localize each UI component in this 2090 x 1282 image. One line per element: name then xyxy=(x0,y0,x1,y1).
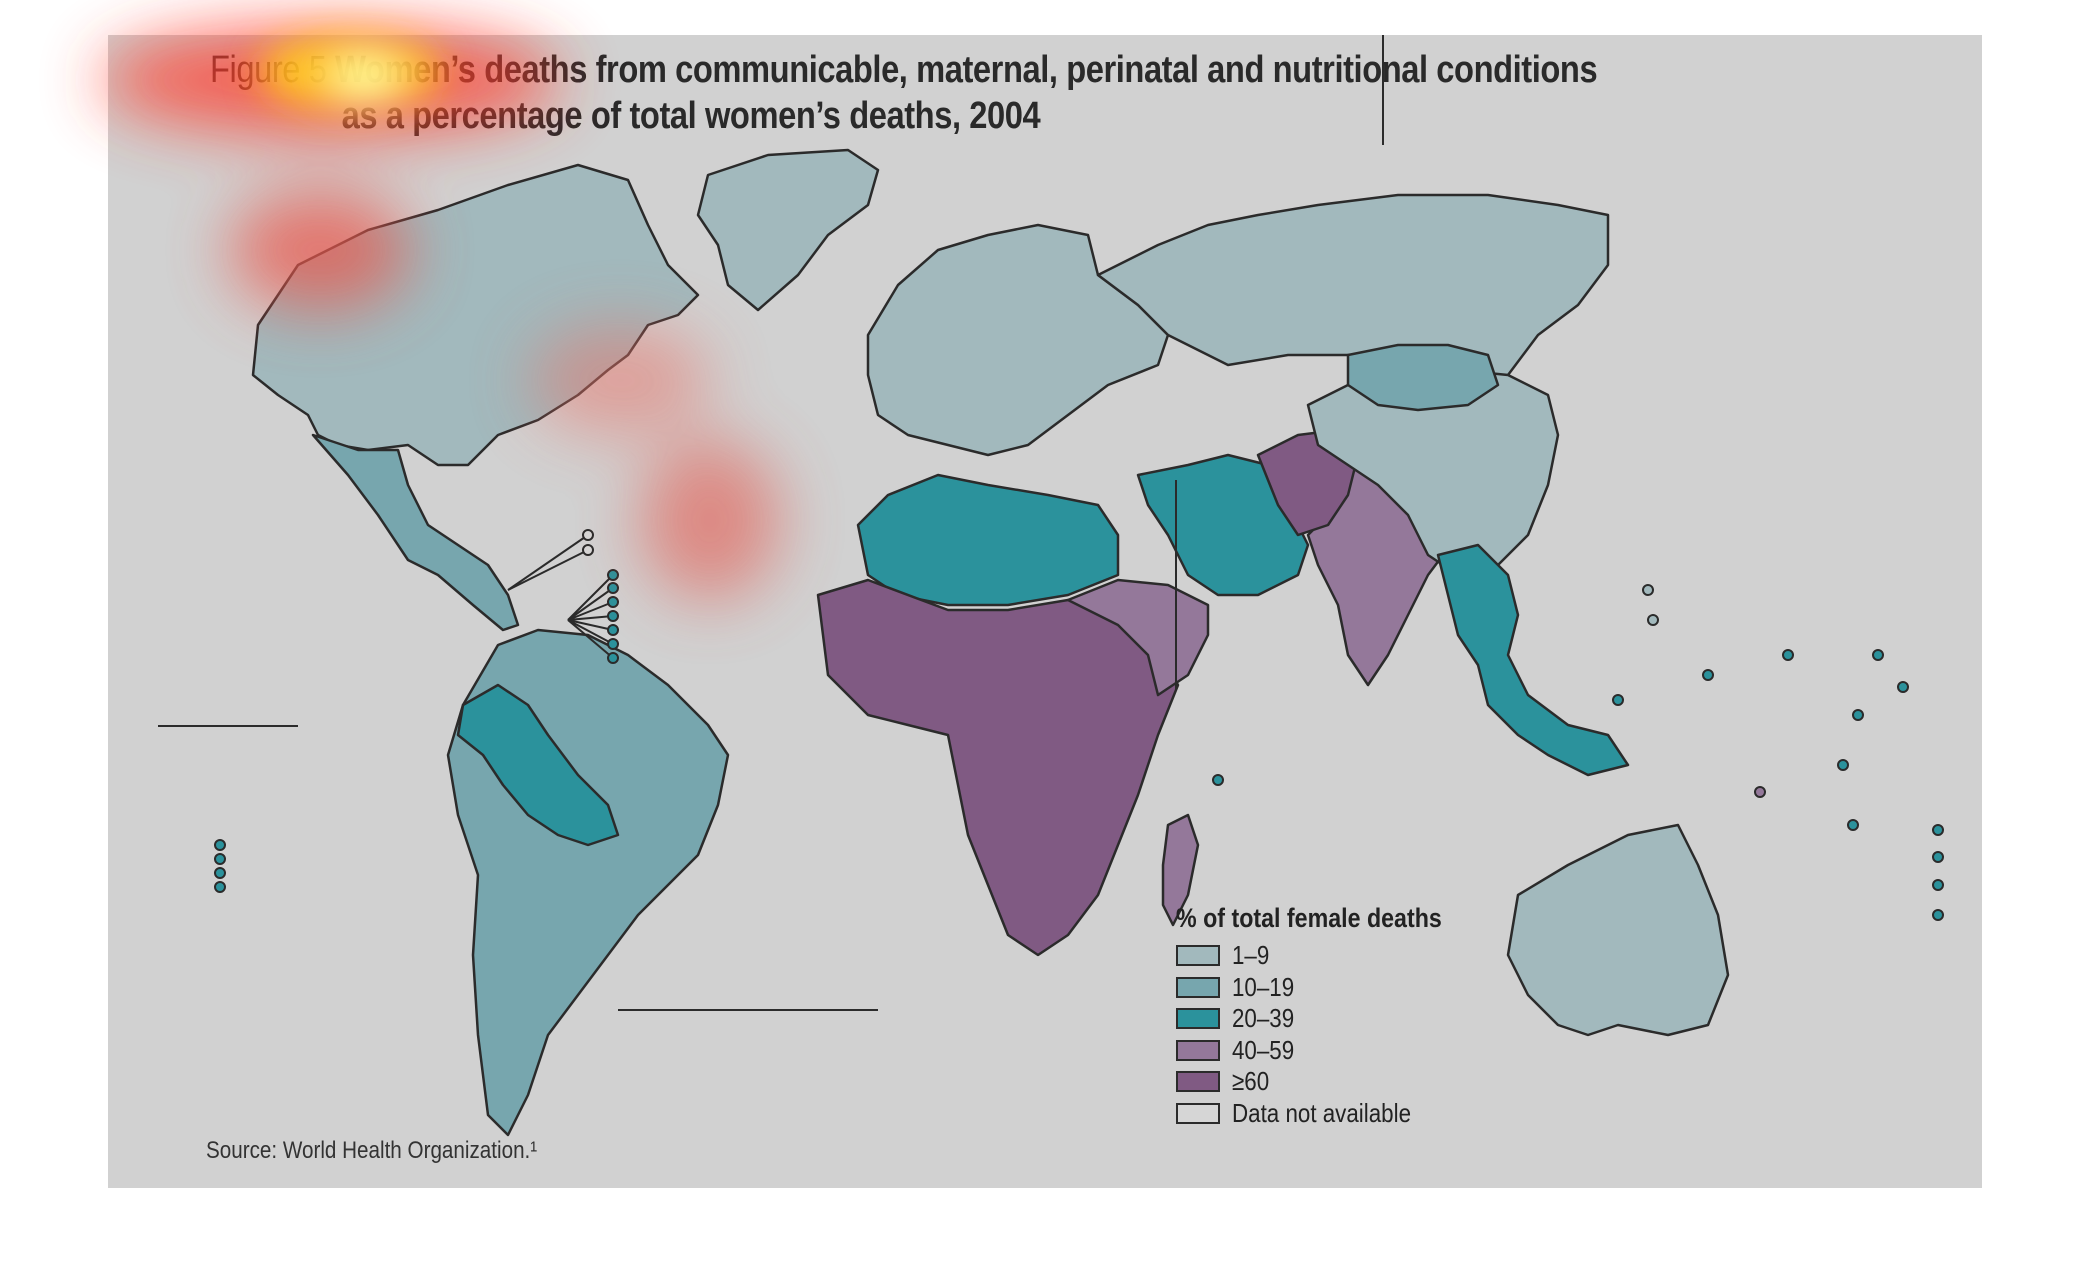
leader-line xyxy=(567,619,614,659)
island-marker xyxy=(1782,649,1794,661)
legend-label: 20–39 xyxy=(1232,1003,1295,1034)
region-australia-new-zealand xyxy=(1506,823,1730,1037)
legend-swatch xyxy=(1176,1039,1220,1061)
region-sub-saharan-africa xyxy=(816,578,1180,957)
title-line-1: Women’s deaths from communicable, matern… xyxy=(335,49,1598,91)
leader-line xyxy=(567,601,614,621)
region-greenland xyxy=(696,148,880,312)
figure-panel: Figure 5 Women’s deaths from communicabl… xyxy=(108,35,1982,1188)
island-marker xyxy=(607,638,619,650)
legend-item: 10–19 xyxy=(1176,972,1485,1004)
legend-item: ≥60 xyxy=(1176,1066,1485,1098)
region-southeast-asia xyxy=(1436,543,1630,777)
island-marker xyxy=(214,881,226,893)
region-sudan-horn xyxy=(1066,578,1210,697)
island-marker xyxy=(1932,851,1944,863)
leader-line xyxy=(567,587,614,621)
legend-swatch xyxy=(1176,1102,1220,1124)
region-russia xyxy=(1096,193,1610,397)
region-north-africa xyxy=(856,473,1120,607)
legend-label: 1–9 xyxy=(1232,940,1270,971)
island-marker xyxy=(1837,759,1849,771)
figure-label: Figure 5 xyxy=(210,49,327,91)
island-marker xyxy=(607,569,619,581)
region-north-america xyxy=(251,163,700,467)
island-marker xyxy=(1642,584,1654,596)
island-marker xyxy=(607,624,619,636)
legend-swatch xyxy=(1176,945,1220,967)
island-marker xyxy=(607,610,619,622)
legend-item: 20–39 xyxy=(1176,1003,1485,1035)
island-marker xyxy=(582,544,594,556)
region-europe xyxy=(866,223,1170,457)
region-mongolia xyxy=(1346,343,1500,412)
legend-label: ≥60 xyxy=(1232,1066,1270,1097)
island-marker xyxy=(582,529,594,541)
source-note: Source: World Health Organization.¹ xyxy=(206,1137,538,1164)
legend-label: Data not available xyxy=(1232,1097,1412,1128)
leader-line xyxy=(567,574,614,621)
legend-item: 1–9 xyxy=(1176,940,1485,972)
island-marker xyxy=(1852,709,1864,721)
island-marker xyxy=(1897,681,1909,693)
island-marker xyxy=(1212,774,1224,786)
legend-item: Data not available xyxy=(1176,1098,1485,1130)
island-marker xyxy=(607,596,619,608)
legend-item: 40–59 xyxy=(1176,1035,1485,1067)
island-marker xyxy=(1872,649,1884,661)
region-andean-countries xyxy=(456,683,620,847)
legend-swatch xyxy=(1176,1008,1220,1030)
legend-swatch xyxy=(1176,976,1220,998)
title-line-2: as a percentage of total women’s deaths,… xyxy=(341,95,1041,137)
island-marker xyxy=(1702,669,1714,681)
island-marker xyxy=(214,853,226,865)
island-marker xyxy=(1932,879,1944,891)
island-marker xyxy=(1754,786,1766,798)
figure-title: Figure 5 Women’s deaths from communicabl… xyxy=(210,47,1598,139)
island-marker xyxy=(214,839,226,851)
island-marker xyxy=(607,582,619,594)
island-marker xyxy=(607,652,619,664)
island-marker xyxy=(1847,819,1859,831)
region-mexico-central-america xyxy=(311,433,520,632)
region-middle-east xyxy=(1136,453,1310,597)
legend-label: 10–19 xyxy=(1232,971,1295,1002)
leader-line xyxy=(567,615,614,621)
island-marker xyxy=(1932,909,1944,921)
leader-line xyxy=(507,549,589,591)
legend-swatch xyxy=(1176,1071,1220,1093)
island-marker xyxy=(1932,824,1944,836)
island-marker xyxy=(1647,614,1659,626)
legend-label: 40–59 xyxy=(1232,1034,1295,1065)
leader-line xyxy=(567,619,614,631)
map-legend: % of total female deaths 1–9 10–19 20–39 40… xyxy=(1176,903,1485,1129)
legend-title: % of total female deaths xyxy=(1176,903,1442,933)
leader-line xyxy=(567,619,614,645)
region-madagascar xyxy=(1161,813,1200,927)
island-marker xyxy=(1612,694,1624,706)
world-map xyxy=(158,35,1944,1137)
leader-line xyxy=(507,534,589,591)
island-marker xyxy=(214,867,226,879)
